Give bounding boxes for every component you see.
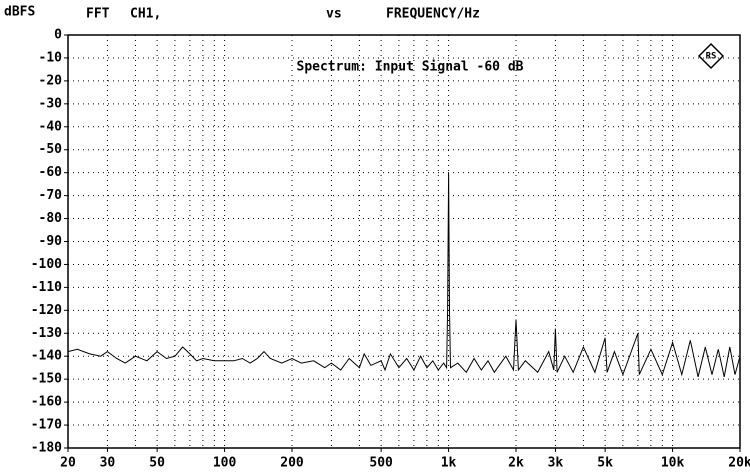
- y-axis-label: dBFS: [4, 5, 35, 20]
- header-text: vs: [326, 7, 342, 22]
- x-tick-label: 10k: [661, 456, 685, 471]
- y-tick-label: -110: [31, 280, 62, 295]
- spectrum-line: [67, 172, 741, 378]
- y-tick-label: -10: [39, 50, 63, 65]
- x-tick-label: 2k: [508, 456, 524, 471]
- x-tick-label: 500: [369, 456, 393, 471]
- y-tick-label: -40: [39, 119, 63, 134]
- x-tick-label: 100: [213, 456, 237, 471]
- y-tick-label: -20: [39, 73, 63, 88]
- y-tick-label: -90: [39, 234, 63, 249]
- x-tick-label: 50: [149, 456, 165, 471]
- x-axis-label: FREQUENCY/Hz: [386, 7, 480, 22]
- x-tick-label: 20: [60, 456, 76, 471]
- x-tick-label: 3k: [548, 456, 564, 471]
- logo: RS: [697, 42, 725, 70]
- y-tick-label: -130: [31, 326, 62, 341]
- header-text: FFT: [86, 7, 110, 22]
- y-tick-label: -140: [31, 349, 62, 364]
- chart-title: Spectrum: Input Signal -60 dB: [297, 60, 524, 75]
- y-tick-label: -50: [39, 142, 63, 157]
- x-tick-label: 5k: [597, 456, 613, 471]
- x-tick-label: 20k: [728, 456, 750, 471]
- svg-text:RS: RS: [706, 52, 717, 62]
- y-tick-label: -150: [31, 372, 62, 387]
- y-tick-label: -170: [31, 418, 62, 433]
- x-tick-label: 200: [280, 456, 304, 471]
- y-tick-label: -80: [39, 211, 63, 226]
- header-text: CH1,: [130, 7, 161, 22]
- y-tick-label: -180: [31, 441, 62, 456]
- y-tick-label: -30: [39, 96, 63, 111]
- y-tick-label: -160: [31, 395, 62, 410]
- y-tick-label: -100: [31, 257, 62, 272]
- y-tick-label: 0: [54, 28, 62, 43]
- y-tick-label: -60: [39, 165, 63, 180]
- y-tick-label: -70: [39, 188, 63, 203]
- y-tick-label: -120: [31, 303, 62, 318]
- x-tick-label: 30: [100, 456, 116, 471]
- x-tick-label: 1k: [441, 456, 457, 471]
